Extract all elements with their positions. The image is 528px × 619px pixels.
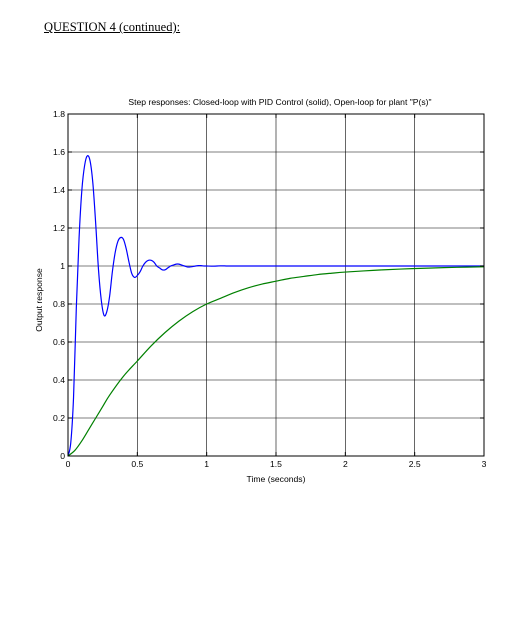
x-tick-label: 0 <box>66 459 71 469</box>
x-tick-label: 2 <box>343 459 348 469</box>
chart-title: Step responses: Closed-loop with PID Con… <box>128 97 431 107</box>
y-tick-label: 1.8 <box>53 109 65 119</box>
axis-ticks <box>67 113 485 457</box>
y-tick-label: 0.6 <box>53 337 65 347</box>
tick-labels: 0 0.5 1 1.5 2 2.5 3 0 0.2 0.4 0.6 0.8 1 1.2 1.4 1.6 1.8 <box>53 109 487 469</box>
x-tick-label: 3 <box>482 459 487 469</box>
open-loop-series-line <box>67 266 485 457</box>
x-tick-label: 2.5 <box>409 459 421 469</box>
y-tick-label: 1.4 <box>53 185 65 195</box>
x-tick-label: 1.5 <box>270 459 282 469</box>
series-lines <box>67 155 485 457</box>
y-axis-label: Output response <box>34 268 44 332</box>
page-heading: QUESTION 4 (continued): <box>44 20 181 34</box>
y-tick-label: 1 <box>60 261 65 271</box>
x-tick-label: 0.5 <box>131 459 143 469</box>
y-tick-label: 1.2 <box>53 223 65 233</box>
y-tick-label: 0.2 <box>53 413 65 423</box>
grid-lines <box>67 113 485 457</box>
y-tick-label: 1.6 <box>53 147 65 157</box>
closed-loop-series-line <box>67 155 484 457</box>
y-tick-label: 0 <box>60 451 65 461</box>
x-tick-label: 1 <box>204 459 209 469</box>
y-tick-label: 0.8 <box>53 299 65 309</box>
x-axis-label: Time (seconds) <box>247 474 306 484</box>
y-tick-label: 0.4 <box>53 375 65 385</box>
